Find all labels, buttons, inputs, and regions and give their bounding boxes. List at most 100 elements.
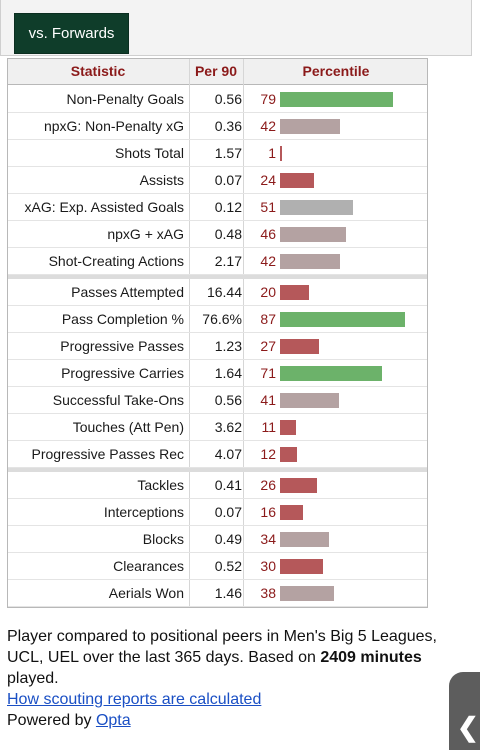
table-row: Pass Completion % 76.6% 87 [8,306,427,333]
per90-value: 0.07 [214,504,242,520]
stat-name: Assists [139,172,184,188]
per90-value: 1.64 [214,365,242,381]
percentile-value: 42 [260,253,276,269]
percentile-bar [280,285,309,300]
per90-value: 76.6% [202,311,242,327]
header-percentile: Percentile [302,63,370,79]
table-row: Successful Take-Ons 0.56 41 [8,387,427,414]
stat-name: Aerials Won [108,585,184,601]
stat-name: npxG + xAG [107,226,184,242]
minutes-played: 2409 minutes [320,649,422,666]
powered-by-label: Powered by [7,712,96,729]
stat-name: Tackles [137,477,184,493]
table-row: Assists 0.07 24 [8,167,427,194]
percentile-bar [280,227,346,242]
percentile-value: 34 [260,531,276,547]
table-row: Blocks 0.49 34 [8,526,427,553]
table-row: Non-Penalty Goals 0.56 79 [8,86,427,113]
per90-value: 0.49 [214,531,242,547]
footer-text-end: played. [7,670,59,687]
per90-value: 3.62 [214,419,242,435]
table-row: Progressive Passes Rec 4.07 12 [8,441,427,468]
per90-value: 0.56 [214,91,242,107]
percentile-value: 71 [260,365,276,381]
percentile-bar [280,586,334,601]
back-swipe-handle[interactable]: ❮ [449,672,480,750]
stat-name: Clearances [113,558,184,574]
percentile-bar [280,312,405,327]
section-divider [8,468,427,472]
per90-value: 0.41 [214,477,242,493]
stat-name: Touches (Att Pen) [72,419,184,435]
percentile-value: 27 [260,338,276,354]
percentile-value: 1 [268,145,276,161]
per90-value: 0.12 [214,199,242,215]
percentile-bar [280,366,382,381]
percentile-bar [280,532,329,547]
per90-value: 2.17 [214,253,242,269]
comparison-panel: vs. Forwards [0,0,472,56]
stat-name: npxG: Non-Penalty xG [43,118,184,134]
percentile-value: 46 [260,226,276,242]
stat-name: Pass Completion % [61,311,184,327]
percentile-value: 51 [260,199,276,215]
vs-forwards-tab[interactable]: vs. Forwards [14,13,129,54]
per90-value: 0.52 [214,558,242,574]
percentile-value: 41 [260,392,276,408]
percentile-value: 42 [260,118,276,134]
stat-name: xAG: Exp. Assisted Goals [24,199,184,215]
per90-value: 0.07 [214,172,242,188]
table-row: Passes Attempted 16.44 20 [8,279,427,306]
percentile-value: 12 [260,446,276,462]
table-row: Touches (Att Pen) 3.62 11 [8,414,427,441]
stat-name: Non-Penalty Goals [66,91,184,107]
percentile-bar [280,420,296,435]
stat-name: Passes Attempted [71,284,184,300]
per90-value: 0.48 [214,226,242,242]
percentile-bar [280,393,339,408]
scouting-reports-link[interactable]: How scouting reports are calculated [7,691,262,708]
percentile-bar [280,146,282,161]
per90-value: 16.44 [206,284,242,300]
table-row: Aerials Won 1.46 38 [8,580,427,607]
percentile-value: 38 [260,585,276,601]
percentile-bar [280,339,319,354]
stat-name: Progressive Passes Rec [31,446,184,462]
percentile-bar [280,505,303,520]
header-statistic: Statistic [70,63,126,79]
footer-description: Player compared to positional peers in M… [7,626,467,689]
per90-value: 0.56 [214,392,242,408]
table-row: Progressive Passes 1.23 27 [8,333,427,360]
percentile-bar [280,254,340,269]
percentile-value: 20 [260,284,276,300]
percentile-value: 87 [260,311,276,327]
percentile-value: 30 [260,558,276,574]
stat-name: Progressive Carries [61,365,184,381]
footer: Player compared to positional peers in M… [7,626,467,731]
table-row: Clearances 0.52 30 [8,553,427,580]
per90-value: 4.07 [214,446,242,462]
header-per90: Per 90 [194,63,238,79]
percentile-value: 16 [260,504,276,520]
per90-value: 1.23 [214,338,242,354]
percentile-bar [280,200,353,215]
stat-name: Interceptions [103,504,184,520]
opta-link[interactable]: Opta [95,712,131,729]
table-row: npxG + xAG 0.48 46 [8,221,427,248]
chevron-left-icon: ❮ [457,712,479,742]
per90-value: 1.46 [214,585,242,601]
stat-name: Blocks [142,531,184,547]
percentile-value: 11 [261,419,276,435]
table-row: Interceptions 0.07 16 [8,499,427,526]
column-divider [243,59,244,607]
percentile-bar [280,173,314,188]
percentile-value: 79 [260,91,276,107]
percentile-value: 26 [260,477,276,493]
table-row: npxG: Non-Penalty xG 0.36 42 [8,113,427,140]
stat-name: Shot-Creating Actions [48,253,184,269]
per90-value: 0.36 [214,118,242,134]
table-row: Shots Total 1.57 1 [8,140,427,167]
table-row: Tackles 0.41 26 [8,472,427,499]
table-row: Shot-Creating Actions 2.17 42 [8,248,427,275]
section-divider [8,275,427,279]
